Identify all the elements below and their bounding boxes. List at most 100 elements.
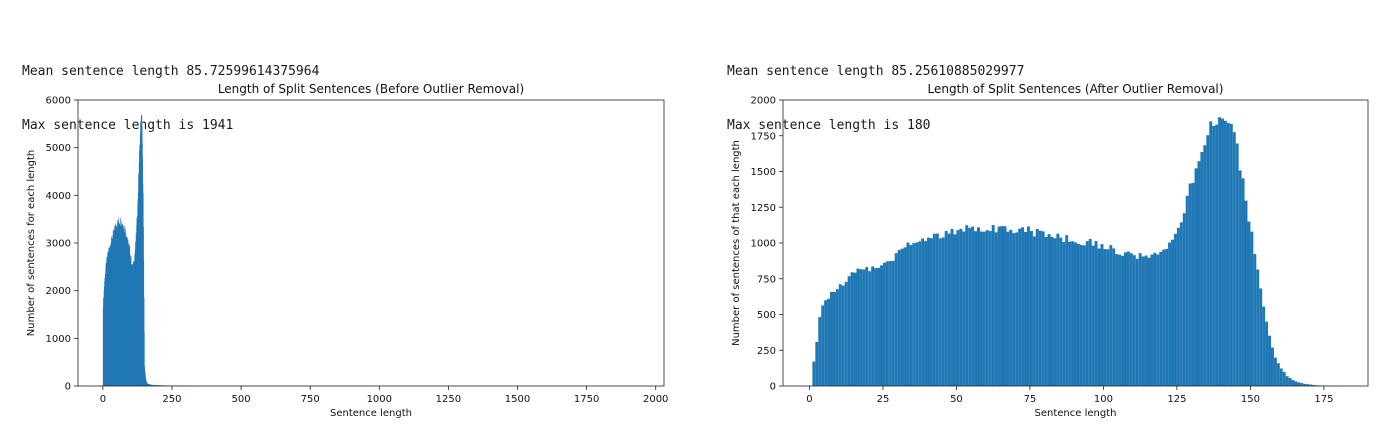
histogram-bar: [921, 238, 925, 386]
histogram-bar: [1312, 384, 1316, 386]
histogram-bar: [1053, 238, 1057, 386]
histogram-bar: [1112, 248, 1116, 386]
histogram-bar: [832, 291, 836, 386]
histogram-bar: [1021, 227, 1025, 386]
histogram-bar: [1226, 122, 1230, 386]
histogram-bar: [862, 269, 866, 386]
histogram-bar: [918, 241, 922, 386]
histogram-bar: [1138, 253, 1142, 386]
histogram-bar: [1185, 195, 1189, 386]
histogram-bar: [1132, 255, 1136, 386]
histogram-bar: [888, 261, 892, 386]
histogram-bar: [932, 233, 936, 386]
histogram-bar: [880, 265, 883, 386]
histogram-bar: [1229, 123, 1233, 386]
histogram-bar: [947, 233, 951, 386]
histogram-bar: [1074, 242, 1077, 386]
histogram-bar: [1012, 233, 1016, 386]
histogram-bar: [1265, 321, 1269, 386]
left-mean-line: Mean sentence length 85.72599614375964: [22, 64, 320, 79]
histogram-bar: [950, 228, 954, 386]
histogram-bar: [1253, 254, 1257, 386]
histogram-bar: [1250, 231, 1254, 386]
y-tick-label: 5000: [46, 143, 71, 154]
histogram-bar: [1303, 383, 1307, 386]
right-max-line: Max sentence length is 180: [727, 118, 931, 133]
histogram-bar: [1144, 255, 1148, 386]
x-tick-label: 500: [232, 394, 251, 405]
histogram-bar: [1121, 255, 1125, 386]
histogram-bar: [1026, 226, 1030, 386]
histogram-bar: [1129, 253, 1133, 386]
histogram-bar: [1091, 245, 1095, 386]
histogram-bar: [1203, 145, 1207, 386]
histogram-bar: [1029, 231, 1033, 386]
histogram-bar: [1032, 236, 1036, 386]
histogram-bar: [988, 231, 992, 386]
histogram-bar: [1273, 357, 1277, 386]
x-tick-label: 175: [1314, 394, 1333, 405]
histogram-after-outlier-removal: 0 25 50 75 100 125 150 175025050075010001250150…: [731, 82, 1369, 419]
y-axis-label: Number of sentences for each length: [26, 150, 37, 336]
x-tick-label: 1250: [436, 394, 461, 405]
histogram-bar: [1153, 252, 1157, 386]
histogram-bar: [877, 267, 881, 386]
histogram-bar: [1135, 258, 1139, 386]
histogram-bar: [1300, 383, 1304, 386]
plot-frame: [77, 99, 665, 387]
x-tick-label: 2000: [643, 394, 668, 405]
histogram-bar: [1232, 132, 1236, 386]
histogram-bar: [1288, 377, 1292, 386]
histogram-bar: [1071, 241, 1075, 386]
histogram-bar: [868, 271, 872, 386]
histogram-bar: [1306, 384, 1310, 386]
histogram-bar: [1068, 241, 1072, 386]
histogram-bar: [1176, 227, 1180, 386]
y-tick-label: 500: [757, 310, 776, 321]
histogram-bar: [1212, 125, 1216, 387]
right-output-text: Mean sentence length 85.25610885029977 M…: [727, 27, 1024, 153]
histogram-bar: [1215, 124, 1219, 386]
histogram-bar: [824, 300, 828, 386]
histogram-bar: [885, 261, 889, 386]
histogram-bar: [1038, 230, 1042, 386]
histogram-bar: [1285, 376, 1289, 386]
y-tick-label: 4000: [46, 191, 71, 202]
x-tick-label: 25: [877, 394, 890, 405]
x-axis-label: Sentence length: [1035, 408, 1117, 419]
histogram-bar: [1291, 380, 1295, 386]
y-tick-label: 0: [770, 382, 776, 393]
histogram-bar: [144, 332, 145, 386]
x-tick-label: 0: [100, 394, 106, 405]
y-tick-label: 1000: [46, 334, 71, 345]
histogram-bar: [1171, 239, 1174, 386]
x-tick-label: 1500: [505, 394, 530, 405]
histogram-bar: [1097, 248, 1101, 386]
histogram-bar: [1147, 257, 1151, 386]
histogram-bar: [1044, 236, 1048, 386]
bars: [812, 117, 1342, 387]
histogram-bar: [1018, 228, 1022, 386]
histogram-bar: [909, 245, 913, 386]
histogram-bar: [1241, 178, 1245, 386]
histogram-bar: [979, 231, 983, 386]
histogram-bar: [1188, 183, 1192, 386]
left-max-line: Max sentence length is 1941: [22, 118, 234, 133]
histogram-bar: [1159, 251, 1163, 386]
histogram-bar: [1009, 229, 1013, 386]
histogram-bar: [815, 341, 819, 386]
histogram-bar: [1270, 347, 1274, 386]
histogram-bar: [1000, 226, 1004, 386]
histogram-before-outlier-removal: 0 250 500 750 1000 1250 1500 1750 2000 0 1000 2000 3…: [26, 82, 668, 419]
histogram-bar: [997, 226, 1001, 386]
histogram-bar: [1197, 161, 1201, 386]
histogram-bar: [1191, 182, 1195, 386]
histogram-bar: [1003, 226, 1007, 386]
histogram-bar: [844, 281, 848, 386]
histogram-bar: [944, 230, 948, 386]
histogram-bar: [1209, 121, 1213, 387]
histogram-bar: [1179, 222, 1183, 386]
histogram-bar: [859, 269, 863, 386]
histogram-bar: [853, 272, 857, 386]
histogram-bar: [1297, 382, 1301, 386]
